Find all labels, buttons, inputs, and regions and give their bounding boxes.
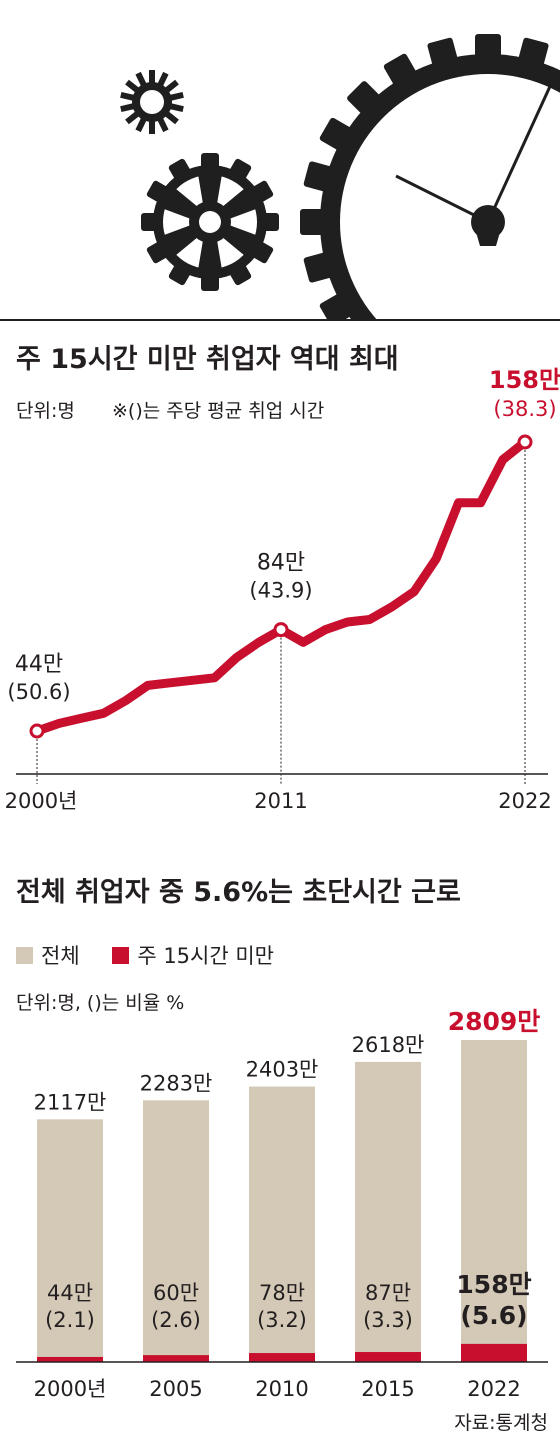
- clock-minute-hand: [486, 81, 554, 223]
- legend-label-under15: 주 15시간 미만: [137, 944, 274, 968]
- line-chart-title: 주 15시간 미만 취업자 역대 최대: [16, 344, 399, 375]
- bar-ratio-label: (3.2): [257, 1308, 307, 1332]
- medium-gear-icon: [141, 153, 279, 291]
- annotation-value: 84만: [257, 551, 305, 576]
- x-tick-label: 2000년: [5, 789, 78, 813]
- bar-category-label: 2010: [255, 1377, 308, 1401]
- line-chart-unit-note: 단위:명: [16, 400, 75, 422]
- bar-total-label: 2403만: [246, 1058, 319, 1082]
- clock-hour-hand: [395, 174, 489, 224]
- line-points: [29, 434, 533, 739]
- bar-under15-label: 158만: [456, 1270, 531, 1299]
- bar-under15-label: 87만: [365, 1281, 411, 1305]
- bar-ratio-label: (2.1): [45, 1308, 95, 1332]
- bar-under15: [461, 1343, 527, 1362]
- source-note: 자료:통계청: [454, 1412, 548, 1434]
- bars: 2117만 44만 (2.1) 2283만 60만 (2.6) 2403만 78만 (3.2) 2…: [34, 1007, 541, 1362]
- x-ticks: 2000년 2011 2022: [5, 789, 552, 813]
- data-point: [517, 434, 533, 450]
- bar-under15-label: 60만: [153, 1281, 199, 1305]
- bar-category-label: 2000년: [34, 1377, 107, 1401]
- bar-total: [355, 1061, 421, 1362]
- bar-total-label: 2809만: [448, 1007, 541, 1036]
- bar-total: [37, 1119, 103, 1362]
- bar-under15: [249, 1353, 315, 1362]
- legend-label-total: 전체: [41, 944, 80, 968]
- annotation-hours: (43.9): [249, 579, 312, 603]
- bar-categories: 2000년 2005 2010 2015 2022: [34, 1377, 521, 1401]
- legend: 전체 주 15시간 미만: [16, 940, 300, 970]
- bar-under15-label: 44만: [47, 1281, 93, 1305]
- bar-chart-unit-note: 단위:명, ()는 비율 %: [16, 992, 185, 1014]
- bar-ratio-label: (3.3): [363, 1308, 413, 1332]
- guide-lines: [36, 442, 526, 784]
- legend-swatch-total: [16, 947, 33, 964]
- annotation-hours: (50.6): [7, 680, 70, 704]
- annotations: 44만 (50.6) 84만 (43.9) 158만 (38.3): [7, 366, 560, 704]
- annotation-value: 158만: [489, 366, 560, 394]
- legend-item-total: 전체: [16, 944, 80, 968]
- bar-ratio-label: (5.6): [460, 1301, 527, 1330]
- bar-chart-title: 전체 취업자 중 5.6%는 초단시간 근로: [16, 877, 461, 908]
- bar-total-label: 2283만: [140, 1071, 213, 1095]
- annotation-hours: (38.3): [493, 397, 556, 421]
- bar-total-label: 2618만: [352, 1033, 425, 1057]
- bar-total-label: 2117만: [34, 1090, 107, 1114]
- x-tick-label: 2022: [498, 789, 551, 813]
- data-point: [273, 622, 289, 638]
- bar-category-label: 2005: [149, 1377, 202, 1401]
- bar-under15-label: 78만: [259, 1281, 305, 1305]
- bar-total: [461, 1040, 527, 1362]
- data-point: [29, 723, 45, 739]
- bar-ratio-label: (2.6): [151, 1308, 201, 1332]
- bar-under15: [143, 1355, 209, 1362]
- legend-swatch-under15: [112, 947, 130, 964]
- small-sun-gear-icon: [120, 70, 184, 134]
- bar-total: [143, 1100, 209, 1362]
- annotation-value: 44만: [15, 652, 63, 677]
- line-chart-footnote: ※()는 주당 평균 취업 시간: [112, 400, 324, 422]
- x-tick-label: 2011: [254, 789, 307, 813]
- bar-total: [249, 1086, 315, 1362]
- bar-category-label: 2022: [467, 1377, 520, 1401]
- bar-under15: [37, 1356, 103, 1362]
- bar-category-label: 2015: [361, 1377, 414, 1401]
- legend-item-under15: 주 15시간 미만: [112, 944, 274, 968]
- bar-under15: [355, 1352, 421, 1362]
